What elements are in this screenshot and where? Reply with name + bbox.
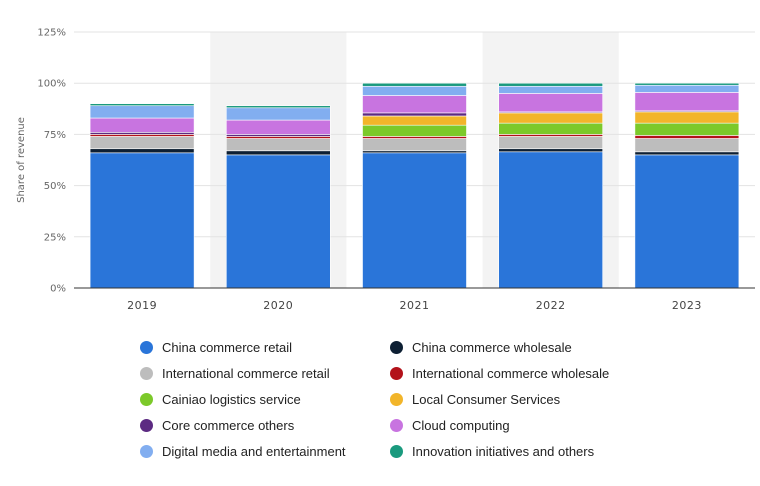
bar-segment[interactable] [634, 84, 740, 93]
legend-swatch-icon [390, 444, 403, 458]
bar-segment[interactable] [498, 85, 604, 94]
legend-label: Cloud computing [412, 417, 510, 433]
legend-swatch-icon [390, 340, 403, 354]
y-tick-label: 100% [37, 79, 66, 90]
bar-segment[interactable] [89, 152, 195, 289]
bar-segment[interactable] [89, 103, 195, 107]
legend-swatch-icon [140, 340, 153, 354]
legend-item[interactable]: Cloud computing [390, 416, 650, 434]
y-axis-ticks: 0% 25% 50% 75% 100% 125% [37, 28, 66, 295]
bar-segment[interactable] [362, 112, 467, 117]
bar-segment[interactable] [89, 132, 195, 135]
legend-item[interactable]: Innovation initiatives and others [390, 442, 650, 460]
bar-segment[interactable] [226, 136, 331, 139]
legend-swatch-icon [390, 392, 403, 406]
legend: China commerce retail China commerce whol… [140, 338, 660, 460]
bar-segment[interactable] [226, 138, 331, 152]
legend-swatch-icon [390, 366, 403, 380]
bar-segment[interactable] [498, 82, 604, 87]
bar-segment[interactable] [362, 150, 467, 154]
bar-segment[interactable] [634, 122, 740, 136]
bar-segment[interactable] [498, 122, 604, 135]
bar-segment[interactable] [498, 134, 604, 137]
bar-segment[interactable] [634, 92, 740, 112]
bar-segment[interactable] [89, 136, 195, 150]
x-axis: 2019 2020 2021 2022 2023 [74, 287, 755, 312]
bar-segment[interactable] [362, 124, 467, 137]
bar-segment[interactable] [498, 151, 604, 289]
legend-label: Digital media and entertainment [162, 443, 346, 459]
legend-label: Local Consumer Services [412, 391, 561, 407]
legend-item[interactable]: International commerce retail [140, 364, 390, 382]
legend-swatch-icon [140, 418, 153, 432]
bar-segment[interactable] [498, 93, 604, 113]
legend-item[interactable]: Local Consumer Services [390, 390, 650, 408]
bar-segment[interactable] [226, 107, 331, 121]
legend-swatch-icon [140, 366, 153, 380]
y-tick-label: 75% [44, 130, 66, 141]
legend-swatch-icon [390, 418, 403, 432]
y-tick-label: 50% [44, 181, 66, 192]
bar-segment[interactable] [226, 150, 331, 156]
legend-item[interactable]: Digital media and entertainment [140, 442, 390, 460]
bar-segment[interactable] [634, 135, 740, 139]
bar-segment[interactable] [362, 82, 467, 87]
bar-segment[interactable] [89, 148, 195, 154]
bar-segment[interactable] [634, 154, 740, 289]
x-tick-label: 2023 [672, 299, 702, 312]
bars [89, 82, 740, 289]
legend-label: China commerce wholesale [412, 339, 572, 355]
legend-item[interactable]: Cainiao logistics service [140, 390, 390, 408]
y-tick-label: 0% [50, 284, 66, 295]
bar-segment[interactable] [498, 136, 604, 150]
bar-segment[interactable] [634, 82, 740, 86]
bar-segment[interactable] [89, 134, 195, 137]
bar-segment[interactable] [362, 136, 467, 139]
legend-item[interactable]: China commerce wholesale [390, 338, 650, 356]
bar-segment[interactable] [226, 119, 331, 135]
bar-segment[interactable] [498, 112, 604, 124]
bar-segment[interactable] [226, 105, 331, 109]
x-tick-label: 2022 [536, 299, 566, 312]
bar-segment[interactable] [362, 85, 467, 96]
legend-swatch-icon [140, 444, 153, 458]
bar-segment[interactable] [362, 115, 467, 126]
bar-segment[interactable] [89, 117, 195, 133]
bar-segment[interactable] [89, 105, 195, 119]
x-tick-label: 2021 [400, 299, 430, 312]
bar-segment[interactable] [634, 111, 740, 124]
y-axis-label: Share of revenue [16, 117, 27, 203]
legend-label: Cainiao logistics service [162, 391, 301, 407]
bar-segment[interactable] [634, 151, 740, 156]
legend-label: International commerce wholesale [412, 365, 610, 381]
bar-segment[interactable] [362, 152, 467, 289]
bar-segment[interactable] [362, 138, 467, 152]
legend-item[interactable]: Core commerce others [140, 416, 390, 434]
x-tick-label: 2020 [263, 299, 293, 312]
legend-label: China commerce retail [162, 339, 293, 355]
legend-label: International commerce retail [162, 365, 330, 381]
legend-item[interactable]: China commerce retail [140, 338, 390, 356]
bar-segment[interactable] [226, 134, 331, 137]
legend-label: Core commerce others [162, 417, 295, 433]
bar-segment[interactable] [226, 154, 331, 289]
y-tick-label: 125% [37, 28, 66, 39]
y-tick-label: 25% [44, 232, 66, 243]
x-tick-label: 2019 [127, 299, 157, 312]
legend-item[interactable]: International commerce wholesale [390, 364, 650, 382]
bar-segment[interactable] [634, 138, 740, 153]
bar-segment[interactable] [362, 95, 467, 114]
stacked-bar-chart: 2019 2020 2021 2022 2023 0% 25% 50% 75% 100% 125%… [16, 28, 755, 312]
legend-label: Innovation initiatives and others [412, 443, 595, 459]
legend-swatch-icon [140, 392, 153, 406]
bar-segment[interactable] [498, 148, 604, 153]
